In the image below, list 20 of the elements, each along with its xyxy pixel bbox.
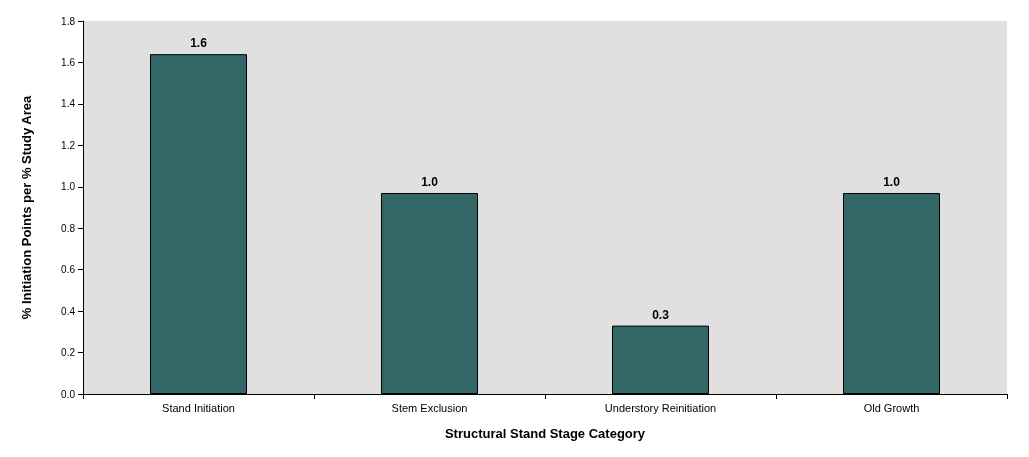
- data-label: 1.0: [883, 174, 901, 189]
- y-tick-label: 0.4: [61, 305, 76, 317]
- x-tick-label: Stem Exclusion: [391, 401, 468, 414]
- y-tick-label: 1.2: [61, 139, 76, 151]
- y-tick-label: 1.0: [61, 181, 76, 193]
- data-label: 1.6: [190, 36, 208, 51]
- y-tick-label: 1.4: [61, 98, 76, 110]
- x-axis-title: Structural Stand Stage Category: [444, 426, 646, 441]
- data-label: 0.3: [652, 307, 670, 322]
- y-tick-label: 1.6: [61, 56, 76, 68]
- data-label: 1.0: [421, 174, 439, 189]
- y-axis-title: % Initiation Points per % Study Area: [19, 95, 34, 320]
- x-tick-label: Stand Initiation: [162, 401, 235, 414]
- x-tick-label: Understory Reinitiation: [604, 401, 717, 414]
- y-tick-label: 0.8: [61, 222, 76, 234]
- y-tick-label: 0.0: [61, 388, 76, 400]
- y-tick-label: 0.2: [61, 347, 76, 359]
- y-tick-label: 1.8: [61, 15, 76, 27]
- y-tick-label: 0.6: [61, 264, 76, 276]
- x-tick-label: Old Growth: [863, 401, 920, 414]
